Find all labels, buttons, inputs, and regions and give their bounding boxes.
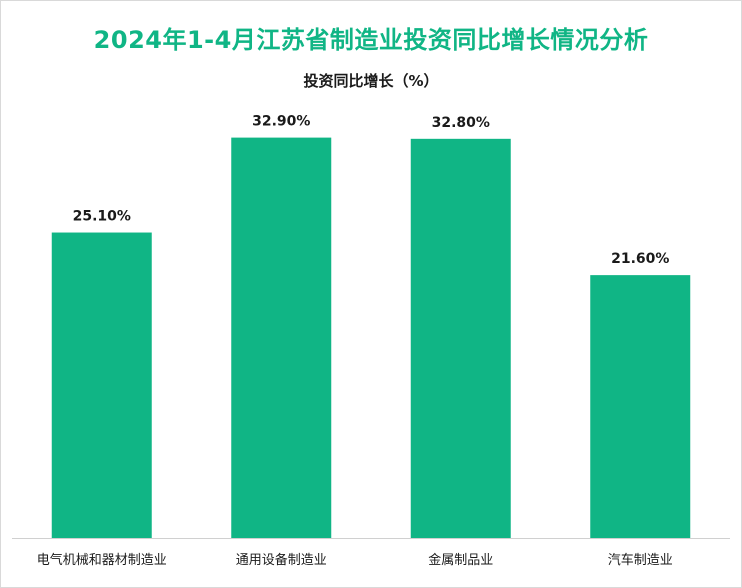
bar-0 — [51, 232, 152, 538]
series-title: 投资同比增长（%） — [303, 72, 439, 90]
bar-3 — [590, 275, 691, 538]
category-label-2: 金属制品业 — [428, 552, 493, 568]
bar-1 — [231, 137, 332, 538]
category-label-0: 电气机械和器材制造业 — [37, 552, 167, 568]
data-label-0: 25.10% — [73, 209, 131, 225]
data-label-1: 32.90% — [252, 114, 310, 130]
category-label-1: 通用设备制造业 — [236, 552, 327, 568]
bar-2 — [410, 138, 511, 538]
data-label-3: 21.60% — [611, 251, 669, 267]
data-label-2: 32.80% — [432, 115, 490, 131]
category-label-3: 汽车制造业 — [608, 552, 673, 568]
chart-title: 2024年1-4月江苏省制造业投资同比增长情况分析 — [93, 26, 649, 54]
